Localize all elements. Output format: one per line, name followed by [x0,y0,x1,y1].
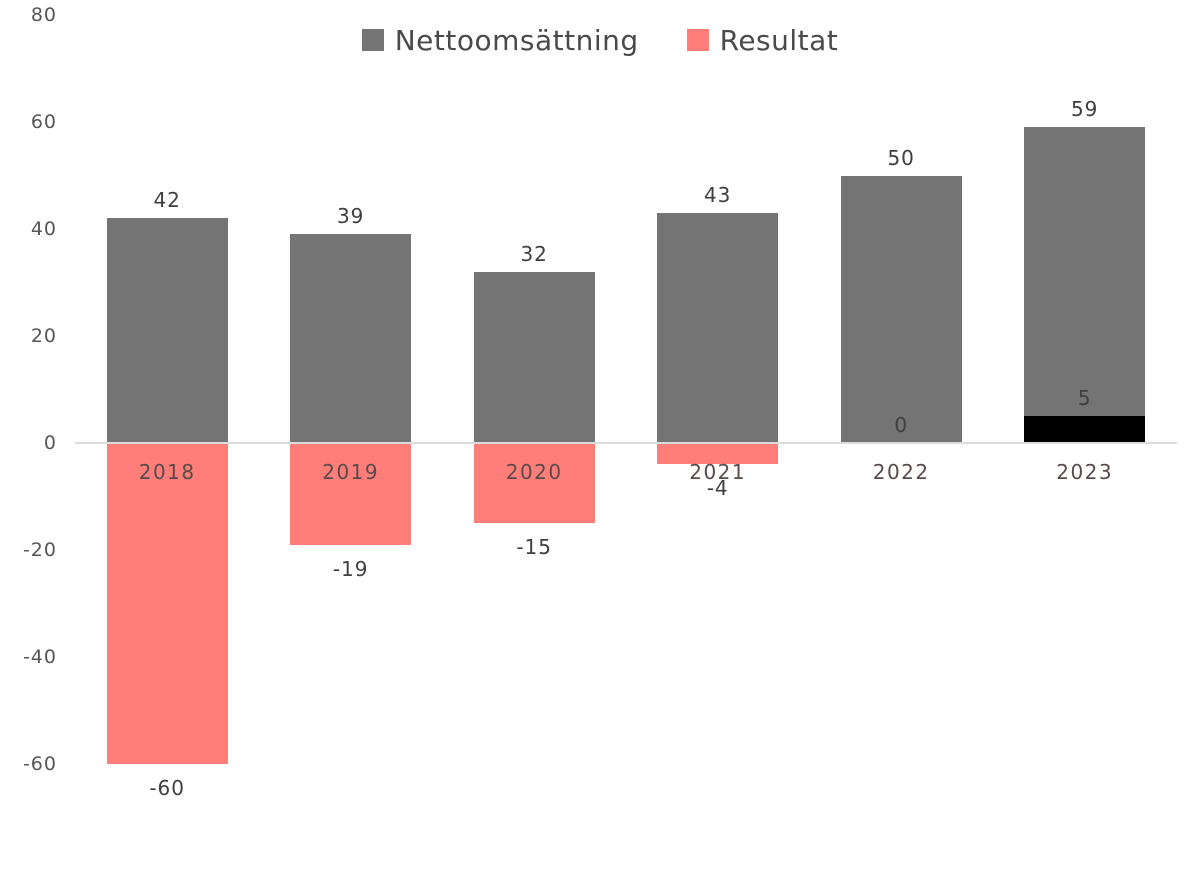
x-axis-category-label-2020: 2020 [505,460,563,484]
y-axis-tick-label: 40 [30,218,57,240]
value-label-resultat-2018: -60 [149,776,186,800]
legend-label-resultat: Resultat [719,23,839,57]
bar-nettoomsattning-2020 [473,271,595,443]
legend-label-nettoomsattning: Nettoomsättning [394,23,639,57]
value-label-resultat-2021: -4 [706,476,729,501]
value-label-resultat-2019: -19 [332,556,369,581]
bar-resultat-2020 [473,443,595,524]
bar-nettoomsattning-2021 [657,212,779,443]
x-axis-category-label-2022: 2022 [872,460,930,484]
bar-nettoomsattning-2018 [106,218,228,443]
value-label-nettoomsattning-2018: 42 [153,188,181,213]
bar-resultat-2019 [290,443,412,545]
value-label-nettoomsattning-2020: 32 [520,241,548,266]
y-axis-tick-label: 60 [30,111,57,133]
bar-nettoomsattning-2022 [840,175,962,443]
value-label-resultat-2023: 5 [1077,386,1092,411]
value-label-nettoomsattning-2023: 59 [1070,97,1099,122]
y-axis-tick-label: -20 [22,539,57,561]
legend-item-nettoomsattning: Nettoomsättning [361,23,639,57]
x-axis-category-label-2019: 2019 [322,460,380,484]
value-label-resultat-2020: -15 [516,535,553,560]
legend-item-resultat: Resultat [686,23,839,57]
bar-nettoomsattning-2019 [290,234,412,443]
chart-legend: Nettoomsättning Resultat [0,22,1200,58]
y-axis-tick-label: 0 [43,432,57,454]
y-axis-tick-label: 20 [30,325,57,347]
bar-resultat-2018 [106,443,228,764]
value-label-nettoomsattning-2019: 39 [336,204,365,229]
bar-resultat-2021 [657,443,779,465]
zero-axis-line [75,442,1177,444]
legend-swatch-gray-icon [361,29,384,51]
y-axis-tick-label: -60 [22,753,57,775]
x-axis-category-label-2023: 2023 [1056,460,1114,484]
value-label-nettoomsattning-2022: 50 [887,145,915,170]
bar-resultat-2023 [1024,416,1146,443]
y-axis-tick-label: 80 [30,4,57,26]
bar-nettoomsattning-2023 [1024,127,1146,443]
y-axis-tick-label: -40 [22,646,57,668]
x-axis-category-label-2018: 2018 [138,460,196,484]
x-axis-category-label-2021: 2021 [689,460,747,484]
value-label-resultat-2022: 0 [894,413,909,437]
legend-swatch-red-icon [686,29,709,51]
value-label-nettoomsattning-2021: 43 [703,182,732,207]
